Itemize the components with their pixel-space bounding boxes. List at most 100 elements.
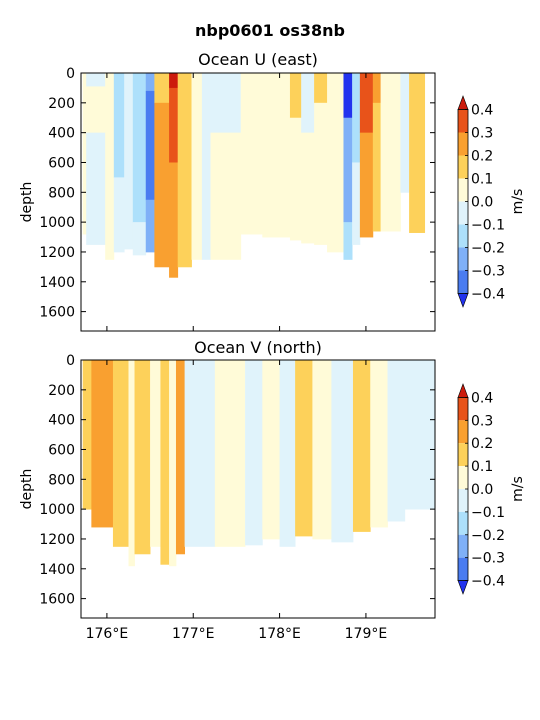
panel-title: Ocean U (east) bbox=[198, 50, 318, 69]
contour-cell bbox=[177, 73, 192, 268]
contour-cell bbox=[169, 73, 179, 89]
y-tick-label: 1200 bbox=[39, 245, 75, 261]
contour-cell bbox=[160, 360, 170, 565]
y-axis-label: depth bbox=[19, 182, 35, 223]
x-tick-label: 177°E bbox=[172, 626, 215, 642]
contour-cell bbox=[201, 73, 211, 260]
contour-cell bbox=[404, 360, 436, 510]
contour-cell bbox=[370, 360, 388, 528]
colorbar-tick-label: −0.2 bbox=[471, 528, 505, 544]
contour-cell bbox=[145, 199, 155, 253]
contour-cell bbox=[352, 73, 361, 163]
contour-cell bbox=[82, 360, 92, 510]
colorbar-block bbox=[458, 132, 468, 156]
contour-cell bbox=[343, 73, 353, 119]
contour-cell bbox=[343, 117, 353, 223]
contour-cell bbox=[132, 73, 147, 223]
contour-cell bbox=[372, 73, 381, 104]
colorbar-block bbox=[458, 155, 468, 179]
colorbar-block bbox=[458, 534, 468, 558]
colorbar-tick-label: 0.4 bbox=[471, 103, 493, 119]
contour-cell bbox=[169, 360, 177, 567]
y-tick-label: 200 bbox=[48, 383, 75, 399]
contour-cell bbox=[113, 73, 125, 178]
contour-cell bbox=[86, 132, 106, 245]
contour-cell bbox=[105, 73, 115, 260]
contour-cell bbox=[289, 117, 302, 241]
contour-cell bbox=[262, 73, 291, 238]
contour-cell bbox=[214, 360, 246, 547]
colorbar-block bbox=[458, 178, 468, 202]
colorbar-tick-label: 0.1 bbox=[471, 172, 493, 188]
y-tick-label: 1400 bbox=[39, 562, 75, 578]
contour-cell bbox=[409, 73, 426, 233]
figure-title: nbp0601 os38nb bbox=[195, 21, 345, 40]
panel-1: Ocean U (east) 0 200 400 600 800 1000 1200 1400 1… bbox=[19, 50, 526, 332]
colorbar-tick-label: 0.1 bbox=[471, 459, 493, 475]
y-tick-label: 800 bbox=[48, 472, 75, 488]
colorbar-block bbox=[458, 557, 468, 581]
contour-cell bbox=[301, 132, 315, 244]
contour-cell bbox=[154, 73, 170, 104]
colorbar-tick-label: 0.3 bbox=[471, 126, 493, 142]
y-tick-label: 1600 bbox=[39, 592, 75, 608]
contour-cell bbox=[331, 360, 354, 543]
colorbar: 0.4 0.3 0.2 0.1 0.0 −0.1 −0.2 −0.3 −0.4 m/s bbox=[457, 383, 526, 595]
contour-cell bbox=[86, 73, 106, 87]
y-tick-label: 400 bbox=[48, 126, 75, 142]
y-tick-label: 1000 bbox=[39, 215, 75, 231]
x-tick-label: 179°E bbox=[345, 626, 388, 642]
contour-cell bbox=[400, 73, 410, 193]
colorbar-tick-label: 0.2 bbox=[471, 436, 493, 452]
contour-cell bbox=[387, 360, 406, 522]
colorbar-block bbox=[458, 466, 468, 489]
contour-cell bbox=[169, 162, 179, 278]
panel-title: Ocean V (north) bbox=[194, 338, 322, 357]
colorbar-block bbox=[458, 397, 468, 421]
y-tick-label: 400 bbox=[48, 413, 75, 429]
contour-cell bbox=[175, 360, 186, 555]
x-tick-label: 178°E bbox=[258, 626, 301, 642]
contour-cell bbox=[210, 132, 242, 260]
contour-cell bbox=[184, 360, 216, 547]
contour-cell bbox=[295, 360, 313, 537]
contour-cell bbox=[314, 73, 328, 104]
contour-cell bbox=[359, 73, 374, 134]
axes-frame bbox=[80, 72, 436, 332]
colorbar: 0.4 0.3 0.2 0.1 0.0 −0.1 −0.2 −0.3 −0.4 m/s bbox=[457, 95, 526, 308]
contour-cell bbox=[372, 102, 381, 232]
colorbar-block bbox=[458, 109, 468, 133]
colorbar-tick-label: −0.3 bbox=[471, 551, 505, 567]
contour-cell bbox=[113, 177, 125, 253]
colorbar-tick-label: −0.4 bbox=[471, 574, 505, 590]
contour-cell bbox=[359, 132, 374, 238]
contour-cell bbox=[82, 73, 87, 235]
colorbar-tick-label: 0.3 bbox=[471, 413, 493, 429]
panel-2: Ocean V (north) 0 200 400 600 800 1000 1200 1400… bbox=[19, 338, 526, 642]
y-tick-label: 600 bbox=[48, 155, 75, 171]
colorbar-tick-label: 0.4 bbox=[471, 390, 493, 406]
panels: Ocean U (east) 0 200 400 600 800 1000 1200 1400 1… bbox=[19, 50, 526, 642]
colorbar-block bbox=[458, 201, 468, 225]
y-axis-label: depth bbox=[19, 469, 35, 510]
contour-cell bbox=[150, 360, 161, 547]
contour-cell bbox=[380, 73, 401, 232]
colorbar-block bbox=[458, 443, 468, 467]
colorbar-block bbox=[458, 270, 468, 294]
colorbar-block bbox=[458, 420, 468, 444]
colorbar-tick-label: 0.2 bbox=[471, 149, 493, 165]
colorbar-extend-max bbox=[457, 383, 469, 398]
contour-cell bbox=[352, 360, 371, 532]
contour-cell bbox=[145, 73, 155, 92]
contour-cell bbox=[145, 90, 155, 201]
colorbar-label: m/s bbox=[510, 189, 526, 215]
contour-cell bbox=[86, 86, 106, 134]
contour-cell bbox=[245, 360, 263, 546]
contour-field bbox=[82, 360, 436, 567]
contour-cell bbox=[240, 73, 263, 235]
colorbar-block bbox=[458, 489, 468, 512]
colorbar-label: m/s bbox=[510, 476, 526, 502]
contour-cell bbox=[169, 87, 179, 163]
contour-cell bbox=[132, 222, 147, 256]
